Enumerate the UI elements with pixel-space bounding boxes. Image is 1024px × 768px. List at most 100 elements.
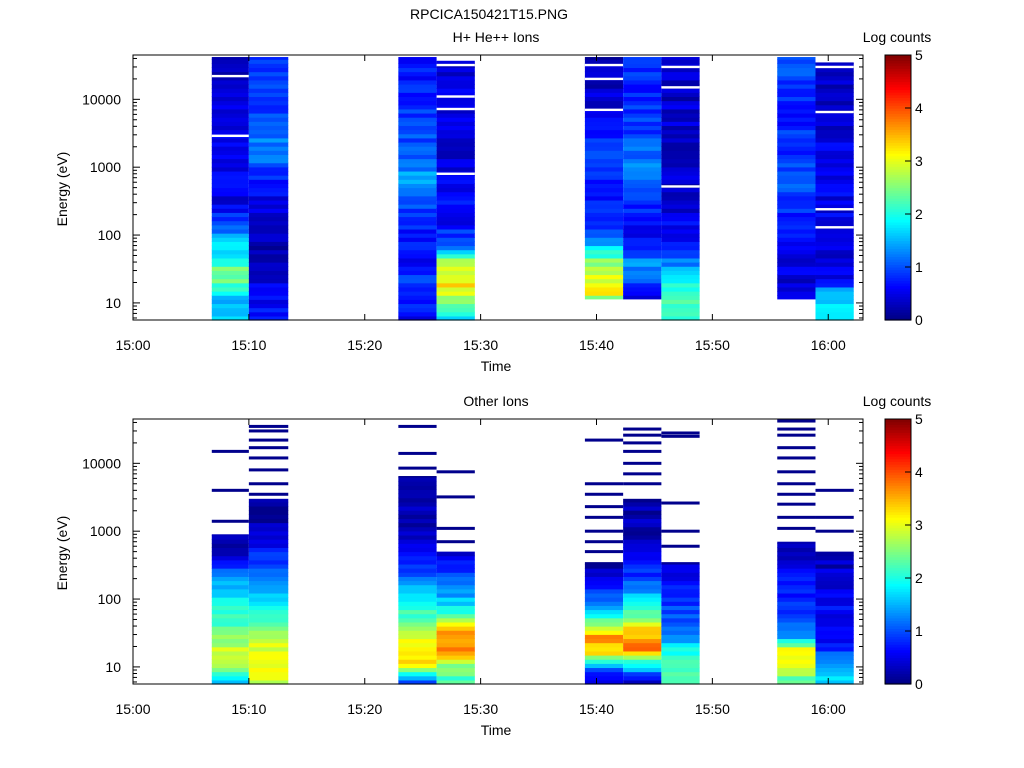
heatmap-cell — [248, 510, 289, 515]
colorbar-segment — [885, 317, 911, 321]
heatmap-cell — [815, 621, 854, 627]
heatmap-cell — [398, 195, 437, 201]
heatmap-cell — [584, 617, 624, 623]
heatmap-cell — [211, 249, 249, 255]
heatmap-cell — [623, 121, 662, 126]
heatmap-cell — [436, 150, 475, 155]
heatmap-cell — [584, 667, 624, 673]
colorbar-segment — [885, 485, 911, 489]
colorbar-segment — [885, 314, 911, 318]
heatmap-cell — [661, 299, 700, 305]
heatmap-cell — [815, 154, 854, 160]
heatmap-cell — [661, 141, 700, 147]
colorbar-segment — [885, 442, 911, 447]
heatmap-cell — [623, 170, 662, 176]
colorbar-tick-label: 5 — [915, 411, 923, 427]
heatmap-cell — [248, 617, 289, 623]
sparse-count-line — [661, 434, 700, 438]
heatmap-cell — [248, 195, 289, 201]
heatmap-cell — [815, 125, 854, 131]
heatmap-cell — [815, 88, 854, 93]
heatmap-cell — [248, 601, 289, 606]
heatmap-cell — [584, 245, 624, 251]
heatmap-cell — [211, 179, 249, 184]
heatmap-cell — [623, 609, 662, 615]
sparse-count-line — [248, 424, 289, 428]
colorbar-segment — [885, 493, 911, 497]
sparse-count-line — [777, 427, 816, 431]
heatmap-cell — [777, 121, 816, 126]
heatmap-cell — [815, 551, 854, 557]
heatmap-cell — [398, 576, 437, 582]
heatmap-cell — [211, 212, 249, 218]
heatmap-cell — [623, 286, 662, 292]
heatmap-cell — [777, 597, 816, 602]
heatmap-cell — [436, 249, 475, 255]
sparse-count-line — [777, 446, 816, 450]
heatmap-cell — [623, 580, 662, 586]
heatmap-cell — [398, 485, 437, 490]
heatmap-cell — [211, 634, 249, 640]
heatmap-cell — [623, 597, 662, 602]
heatmap-cell — [398, 315, 437, 321]
heatmap-cell — [436, 274, 475, 280]
heatmap-cell — [661, 133, 700, 139]
colorbar-segment — [885, 137, 911, 141]
colorbar-segment — [885, 267, 911, 271]
colorbar-segment — [885, 450, 911, 455]
heatmap-cell — [777, 253, 816, 259]
heatmap-cell — [661, 175, 700, 180]
heatmap-cell — [248, 270, 289, 276]
heatmap-cell — [436, 679, 475, 685]
heatmap-cell — [248, 518, 289, 524]
heatmap-cell — [211, 295, 249, 300]
heatmap-cell — [623, 220, 662, 226]
heatmap-cell — [248, 642, 289, 648]
heatmap-cell — [398, 510, 437, 515]
top-y-axis-label: Energy (eV) — [54, 152, 70, 227]
heatmap-cell — [248, 315, 289, 321]
heatmap-cell — [211, 671, 249, 677]
heatmap-cell — [777, 199, 816, 205]
heatmap-cell — [815, 195, 854, 201]
heatmap-cell — [211, 592, 249, 598]
heatmap-cell — [623, 274, 662, 280]
heatmap-cell — [661, 228, 700, 234]
sparse-count-line — [584, 505, 624, 509]
heatmap-cell — [436, 241, 475, 247]
colorbar-segment — [885, 559, 911, 563]
heatmap-cell — [211, 534, 249, 540]
heatmap-cell — [777, 592, 816, 598]
heatmap-cell — [248, 559, 289, 565]
heatmap-cell — [623, 175, 662, 180]
heatmap-cell — [661, 208, 700, 213]
heatmap-cell — [398, 253, 437, 259]
heatmap-cell — [398, 638, 437, 644]
heatmap-cell — [211, 315, 249, 321]
heatmap-cell — [436, 266, 475, 271]
heatmap-cell — [248, 121, 289, 126]
colorbar-segment — [885, 187, 911, 191]
y-tick-label: 10000 — [82, 91, 121, 107]
heatmap-cell — [398, 67, 437, 73]
colorbar-segment — [885, 264, 911, 268]
colorbar-segment — [885, 625, 911, 629]
sparse-count-line — [248, 482, 289, 486]
figure-title: RPCICA150421T15.PNG — [410, 6, 568, 22]
heatmap-cell — [815, 257, 854, 263]
heatmap-cell — [436, 555, 475, 561]
colorbar-segment — [885, 115, 911, 120]
heatmap-cell — [398, 57, 437, 60]
heatmap-cell — [815, 675, 854, 681]
heatmap-cell — [777, 63, 816, 69]
sparse-count-line — [777, 526, 816, 530]
colorbar-segment — [885, 290, 911, 295]
heatmap-cell — [398, 141, 437, 147]
sparse-count-line — [436, 540, 475, 544]
heatmap-cell — [777, 208, 816, 213]
heatmap-cell — [661, 88, 700, 93]
heatmap-cell — [777, 79, 816, 85]
heatmap-cell — [815, 278, 854, 284]
heatmap-cell — [211, 551, 249, 557]
colorbar-segment — [885, 259, 911, 263]
